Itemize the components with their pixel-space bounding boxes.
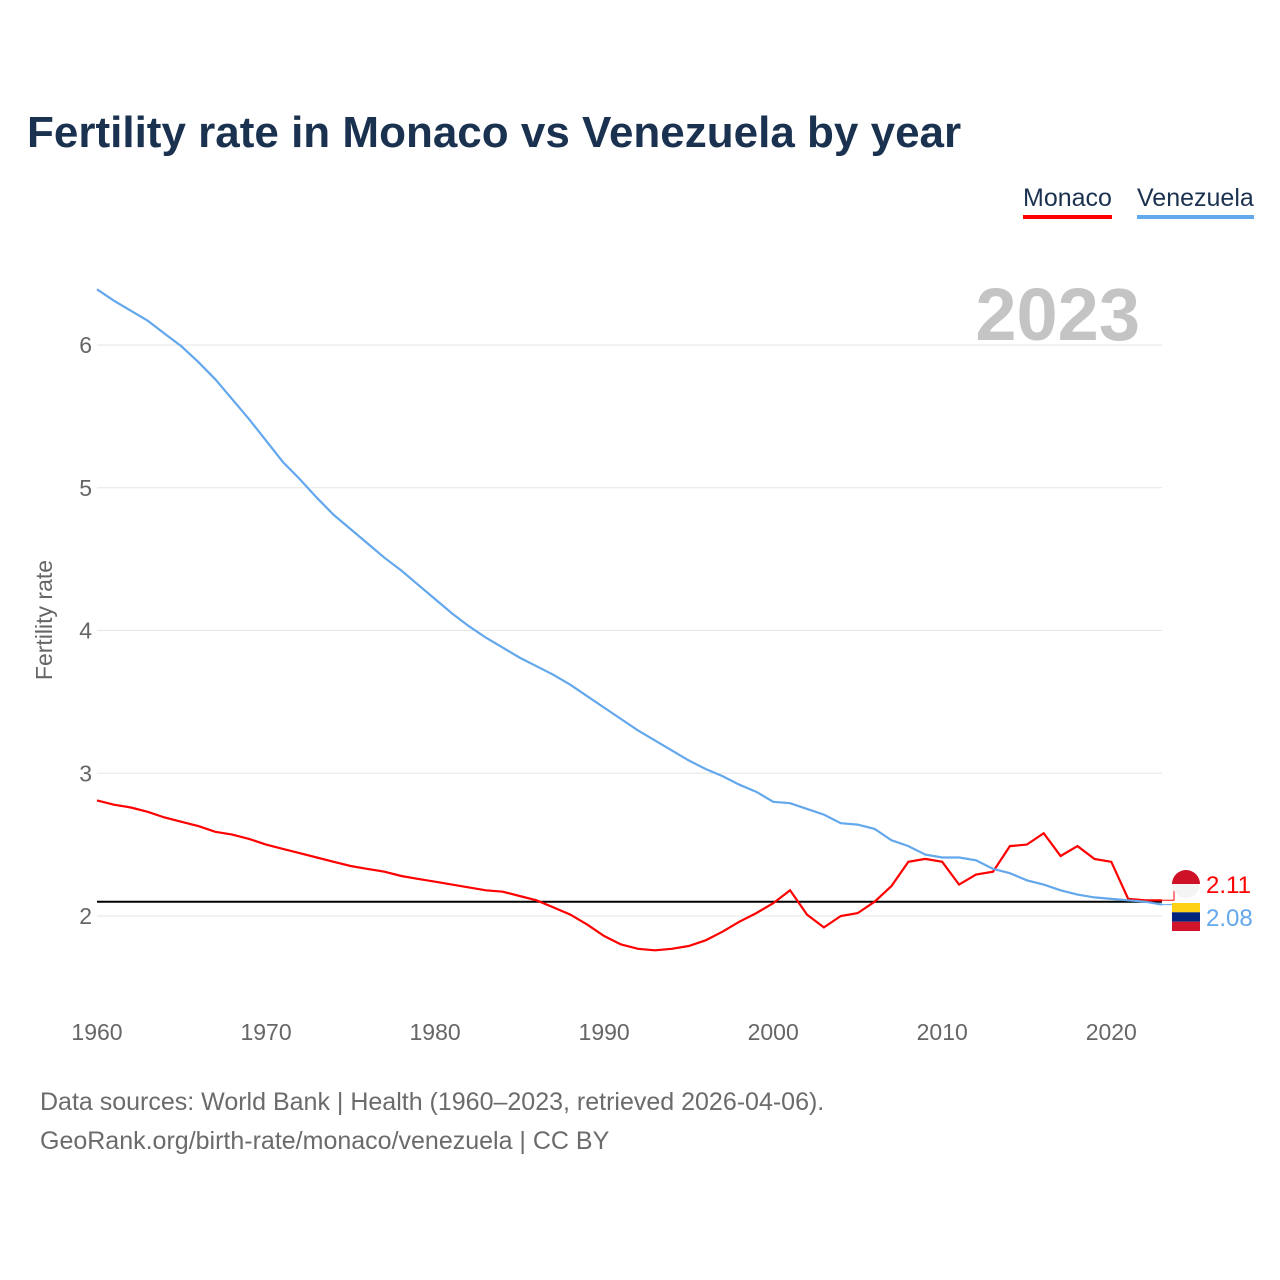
venezuela-flag-icon [1172, 921, 1200, 931]
monaco-flag-icon [1172, 884, 1200, 898]
end-value-label: 2.08 [1206, 905, 1253, 932]
chart-area: 2 3 4 5 6 1960 1970 1980 1990 2000 2010 2020 Fertili… [31, 273, 1253, 1045]
legend-monaco[interactable]: Monaco [1023, 184, 1112, 219]
venezuela-flag-icon [1172, 912, 1200, 922]
x-tick-label: 2020 [1086, 1019, 1137, 1045]
x-tick-label: 1960 [71, 1019, 122, 1045]
year-label: 2023 [975, 273, 1140, 356]
venezuela-flag-icon [1172, 903, 1200, 913]
series-line-venezuela [96, 288, 1163, 906]
monaco-flag-icon [1172, 870, 1200, 884]
legend-venezuela[interactable]: Venezuela [1137, 184, 1254, 219]
y-tick-label: 2 [79, 903, 92, 929]
x-tick-label: 1990 [579, 1019, 630, 1045]
x-tick-label: 1980 [410, 1019, 461, 1045]
series-line-monaco [96, 799, 1162, 952]
y-tick-label: 6 [79, 332, 92, 358]
end-value-label: 2.11 [1206, 872, 1251, 899]
y-tick-label: 3 [79, 760, 92, 786]
chart-title: Fertility rate in Monaco vs Venezuela by… [27, 108, 962, 157]
leader-line [1162, 884, 1175, 901]
x-tick-label: 1970 [240, 1019, 291, 1045]
y-tick-label: 5 [79, 475, 92, 501]
x-tick-label: 2010 [917, 1019, 968, 1045]
y-axis-label: Fertility rate [31, 560, 57, 680]
y-tick-label: 4 [79, 618, 92, 644]
x-tick-label: 2000 [748, 1019, 799, 1045]
credit-note[interactable]: GeoRank.org/birth-rate/monaco/venezuela … [40, 1127, 610, 1155]
source-note: Data sources: World Bank | Health (1960–… [40, 1088, 825, 1116]
